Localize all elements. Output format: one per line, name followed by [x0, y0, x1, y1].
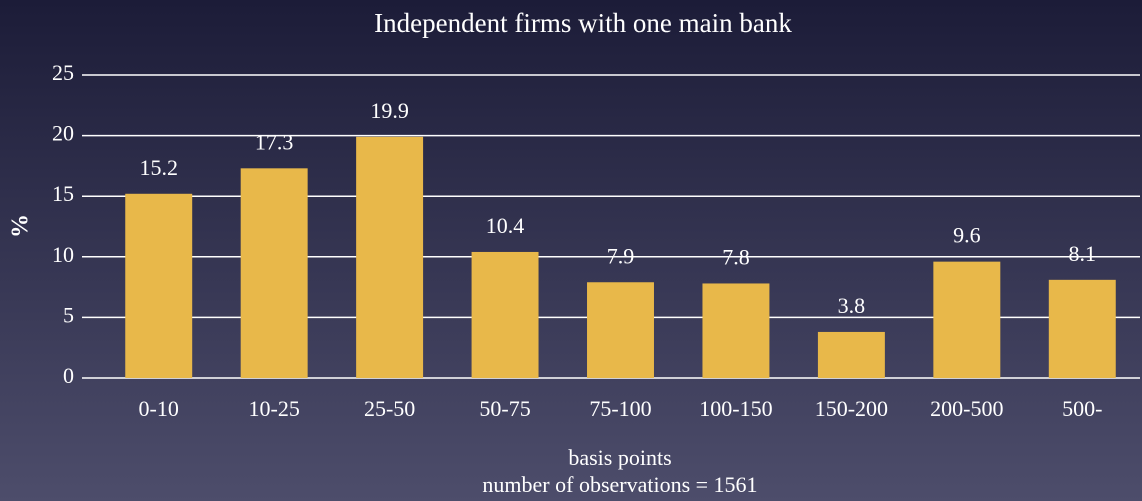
bar — [471, 251, 539, 378]
x-tick-label: 0-10 — [139, 396, 179, 421]
x-tick-label: 500- — [1062, 396, 1102, 421]
y-tick-label: 15 — [52, 181, 74, 206]
x-tick-label: 200-500 — [930, 396, 1003, 421]
y-axis-label: % — [8, 214, 34, 238]
marks: 0-10 15.2 10-25 17.3 25-50 19.9 50-75 10.4 75-10… — [125, 98, 1116, 421]
bar — [1048, 279, 1116, 378]
bar — [702, 283, 770, 378]
y-tick-label: 25 — [52, 60, 74, 85]
value-label: 7.8 — [722, 245, 750, 270]
x-tick-label: 25-50 — [364, 396, 415, 421]
value-label: 15.2 — [139, 155, 178, 180]
y-tick-label: 0 — [63, 363, 74, 388]
y-tick-label: 20 — [52, 121, 74, 146]
y-tick-label: 5 — [63, 302, 74, 327]
bar — [125, 193, 193, 378]
note: number of observations = 1561 — [482, 472, 757, 497]
bar — [587, 282, 654, 378]
value-label: 17.3 — [255, 129, 294, 154]
x-tick-label: 75-100 — [589, 396, 651, 421]
x-tick-label: 100-150 — [699, 396, 772, 421]
value-label: 3.8 — [838, 293, 866, 318]
x-tick-label: 50-75 — [479, 396, 530, 421]
bar — [240, 168, 308, 378]
value-label: 10.4 — [486, 213, 525, 238]
x-tick-label: 150-200 — [815, 396, 888, 421]
value-label: 7.9 — [607, 243, 635, 268]
value-label: 9.6 — [953, 223, 981, 248]
bar — [356, 136, 424, 378]
value-label: 8.1 — [1069, 241, 1097, 266]
bar — [933, 261, 1001, 378]
bar — [817, 331, 885, 378]
x-axis-label: basis points — [568, 445, 671, 470]
y-tick-label: 10 — [52, 242, 74, 267]
x-tick-label: 10-25 — [249, 396, 300, 421]
value-label: 19.9 — [370, 98, 409, 123]
chart-title: Independent firms with one main bank — [374, 8, 792, 38]
